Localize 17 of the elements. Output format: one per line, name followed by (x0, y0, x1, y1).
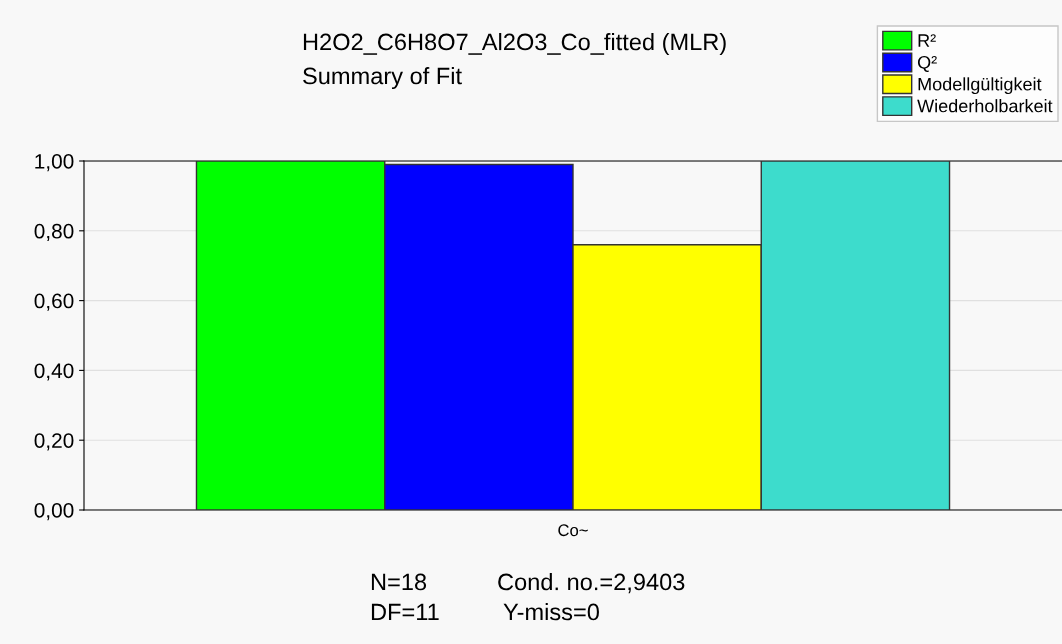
text: Y-miss=0 (503, 602, 599, 621)
text: N=18 (371, 573, 427, 591)
y-tick-label: 0,00 (34, 503, 74, 521)
chart-title: H2O2_C6H8O7_Al2O3_Co_fitted (MLR) (303, 33, 726, 55)
legend-label: Modellgültigkeit (918, 77, 1042, 95)
text: Cond. no.=2,9403 (498, 572, 685, 594)
text: DF=11 (371, 603, 439, 621)
legend-label: Q² (917, 55, 937, 72)
legend-label: Wiederholbarkeit (917, 99, 1053, 113)
y-tick-label: 0,80 (34, 223, 74, 242)
y-tick-label: 1,00 (35, 154, 74, 172)
x-tick-label: Co~ (558, 524, 588, 537)
chart-subtitle: Summary of Fit (303, 67, 462, 90)
y-tick-label: 0,60 (34, 293, 74, 311)
legend-label: R² (918, 34, 936, 47)
y-tick-label: 0,40 (34, 363, 74, 381)
y-tick-label: 0,20 (34, 433, 74, 451)
